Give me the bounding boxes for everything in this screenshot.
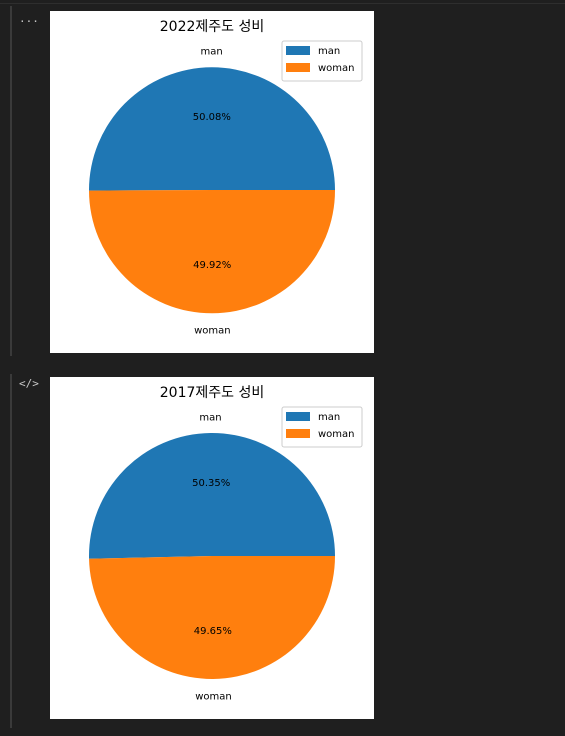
pie-category-label-woman: woman: [195, 691, 232, 702]
pie-data-label-woman: 49.65%: [194, 626, 232, 637]
legend-entry-man: man: [318, 412, 340, 423]
pie-chart-2022-svg: 2022제주도 성비 50.08% man 49.92% woman man woma…: [88, 19, 363, 337]
legend-entry-man: man: [318, 46, 340, 57]
chart-title: 2017제주도 성비: [160, 385, 264, 401]
legend-entry-woman: woman: [318, 429, 355, 440]
cell-gutter-output-1: [10, 6, 12, 356]
chart-legend: man woman: [281, 406, 363, 448]
pie-slices: [89, 432, 336, 679]
pie-category-label-man: man: [201, 47, 223, 58]
chart-legend: man woman: [281, 40, 363, 82]
legend-swatch-man: [286, 412, 310, 421]
pie-data-label-woman: 49.92%: [193, 260, 231, 271]
chart-title: 2022제주도 성비: [160, 19, 264, 35]
pie-chart-2022: 2022제주도 성비 50.08% man 49.92% woman man woma…: [50, 11, 374, 353]
pie-slice-man: [88, 67, 335, 191]
pie-slice-woman: [89, 190, 336, 314]
legend-swatch-woman: [286, 63, 310, 72]
pie-category-label-man: man: [199, 413, 221, 424]
legend-swatch-man: [286, 46, 310, 55]
pie-slice-woman: [89, 556, 335, 679]
cell-gutter-output-2: [10, 374, 12, 728]
pie-data-label-man: 50.08%: [193, 112, 231, 123]
pie-chart-2017: 2017제주도 성비 50.35% man 49.65% woman man woma…: [50, 377, 374, 719]
legend-swatch-woman: [286, 429, 310, 438]
code-icon[interactable]: </>: [19, 377, 39, 390]
pie-labels: 50.35% man 49.65% woman: [192, 413, 232, 703]
legend-entry-woman: woman: [318, 63, 355, 74]
top-divider: [0, 3, 565, 4]
pie-labels: 50.08% man 49.92% woman: [193, 47, 232, 337]
pie-category-label-woman: woman: [194, 325, 231, 336]
pie-slice-man: [89, 432, 336, 559]
pie-chart-2017-svg: 2017제주도 성비 50.35% man 49.65% woman man woma…: [89, 385, 363, 703]
pie-slices: [88, 67, 336, 314]
pie-data-label-man: 50.35%: [192, 478, 230, 489]
more-options-icon[interactable]: ...: [19, 12, 39, 25]
